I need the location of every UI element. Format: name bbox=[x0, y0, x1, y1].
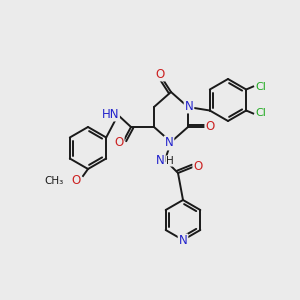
Text: O: O bbox=[155, 68, 165, 80]
Text: N: N bbox=[165, 136, 173, 149]
Text: Cl: Cl bbox=[256, 109, 267, 118]
Text: HN: HN bbox=[101, 107, 119, 121]
Text: O: O bbox=[71, 173, 81, 187]
Text: H: H bbox=[166, 156, 174, 166]
Text: N: N bbox=[178, 235, 188, 248]
Text: N: N bbox=[156, 154, 164, 167]
Text: O: O bbox=[206, 121, 214, 134]
Text: N: N bbox=[184, 100, 194, 112]
Text: O: O bbox=[194, 160, 202, 173]
Text: Cl: Cl bbox=[256, 82, 267, 92]
Text: O: O bbox=[114, 136, 124, 148]
Text: CH₃: CH₃ bbox=[45, 176, 64, 186]
